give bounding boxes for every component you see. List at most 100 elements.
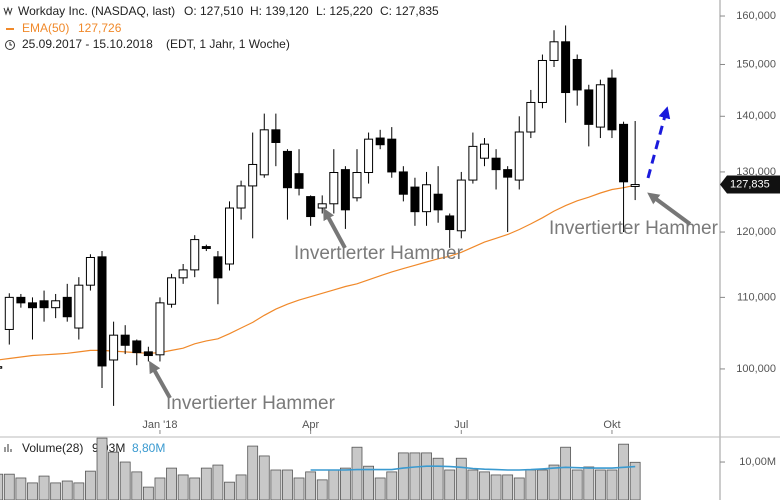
candle-body bbox=[167, 277, 177, 305]
candle-body bbox=[132, 340, 142, 354]
volume-bar bbox=[606, 469, 618, 500]
volume-bar bbox=[142, 486, 154, 500]
volume-bar bbox=[502, 474, 514, 500]
candle-body bbox=[259, 129, 269, 176]
candle-body bbox=[364, 138, 374, 174]
volume-bar bbox=[386, 471, 398, 500]
ohlc-close: C: 127,835 bbox=[380, 4, 439, 18]
x-tick-label: Jan '18 bbox=[142, 419, 177, 431]
volume-bar bbox=[432, 457, 444, 500]
clock-icon bbox=[5, 40, 15, 50]
candle-body bbox=[51, 300, 61, 309]
candle-body bbox=[213, 256, 223, 279]
ohlc-high: H: 139,120 bbox=[250, 4, 309, 18]
volume-bar bbox=[85, 470, 96, 500]
candle-body bbox=[607, 77, 617, 131]
candle-body bbox=[155, 302, 165, 356]
volume-bar bbox=[397, 452, 409, 500]
candle-body bbox=[178, 269, 188, 279]
trend-arrow bbox=[646, 106, 671, 179]
volume-bar bbox=[0, 473, 4, 500]
annotation: Invertierter Hammer bbox=[166, 393, 336, 414]
volume-bar bbox=[282, 469, 293, 500]
legend-value: 127,726 bbox=[78, 21, 122, 35]
candle-body bbox=[225, 207, 234, 265]
candle-body bbox=[27, 302, 37, 309]
volume-bar bbox=[490, 474, 502, 500]
volume-bar bbox=[212, 464, 224, 500]
candle-body bbox=[503, 169, 513, 178]
candle-body bbox=[294, 173, 304, 189]
candle-body bbox=[572, 58, 582, 91]
candle-body bbox=[410, 186, 420, 213]
candle-body bbox=[74, 284, 84, 329]
volume-bar bbox=[351, 446, 363, 500]
candle-body bbox=[248, 163, 258, 187]
volume-bar bbox=[537, 469, 548, 500]
volume-bar bbox=[38, 475, 50, 500]
x-tick-label: Apr bbox=[302, 419, 319, 431]
volume-bar bbox=[548, 464, 560, 500]
annotation-arrow bbox=[323, 207, 347, 249]
ema-line bbox=[0, 184, 636, 361]
icon bbox=[3, 6, 13, 16]
candle-body bbox=[97, 256, 107, 367]
volume-bar bbox=[119, 461, 131, 500]
x-tick-label: Okt bbox=[603, 419, 620, 431]
volume-bar bbox=[571, 469, 583, 500]
volume-bar bbox=[200, 467, 212, 500]
volume-bar bbox=[409, 452, 421, 500]
annotation: Invertierter Hammer bbox=[294, 243, 464, 264]
candle-body bbox=[549, 41, 559, 61]
price-tag-label: 127,835 bbox=[730, 178, 770, 190]
candle-body bbox=[16, 296, 26, 304]
candle-body bbox=[190, 239, 200, 271]
volume-ma-line bbox=[310, 465, 636, 471]
candle-body bbox=[595, 84, 605, 128]
candle-body bbox=[514, 131, 524, 181]
volume-bar bbox=[328, 469, 340, 500]
title: Workday Inc. (NASDAQ, last) bbox=[18, 4, 175, 18]
candle-body bbox=[109, 334, 119, 361]
volume-bar bbox=[27, 482, 38, 500]
volume-bar bbox=[131, 471, 143, 500]
volume-bar bbox=[583, 466, 595, 500]
clock-icon bbox=[9, 42, 12, 46]
y-tick-label: 130,000 bbox=[736, 166, 776, 178]
y-tick-label: 160,000 bbox=[736, 10, 776, 22]
candle-body bbox=[201, 246, 211, 249]
candle-body bbox=[329, 172, 339, 205]
volume-bar bbox=[629, 461, 641, 500]
volume-bar bbox=[560, 446, 572, 500]
y-tick-label: 110,000 bbox=[737, 291, 776, 303]
candle-body bbox=[584, 89, 594, 125]
candle-body bbox=[398, 171, 408, 195]
annotation-arrow bbox=[647, 192, 692, 226]
candle-body bbox=[352, 172, 362, 199]
y-tick-label: 100,000 bbox=[736, 363, 776, 375]
candle-body bbox=[479, 143, 489, 159]
volume-title: Volume(28) bbox=[22, 441, 83, 455]
candle-body bbox=[0, 366, 3, 369]
legend-label: EMA(50) bbox=[22, 21, 69, 35]
volume-bar bbox=[154, 477, 166, 500]
candle-body bbox=[120, 334, 130, 346]
candle-body bbox=[143, 351, 153, 357]
volume-bar bbox=[73, 482, 85, 500]
candle-body bbox=[456, 179, 466, 232]
period-info: (EDT, 1 Jahr, 1 Woche) bbox=[166, 37, 290, 51]
candle-body bbox=[62, 296, 72, 318]
y-tick-label: 120,000 bbox=[736, 226, 776, 238]
header: Workday Inc. (NASDAQ, last) O: 127,510 H… bbox=[3, 4, 439, 455]
candle-body bbox=[387, 138, 397, 173]
candle-body bbox=[433, 193, 443, 211]
volume-bar bbox=[258, 455, 270, 500]
volume-bar bbox=[270, 469, 282, 500]
y-tick-label: 140,000 bbox=[736, 110, 776, 122]
candle-body bbox=[537, 59, 547, 103]
volume-bar bbox=[594, 469, 606, 500]
plot-area bbox=[0, 25, 641, 500]
volume-bar bbox=[305, 471, 317, 500]
